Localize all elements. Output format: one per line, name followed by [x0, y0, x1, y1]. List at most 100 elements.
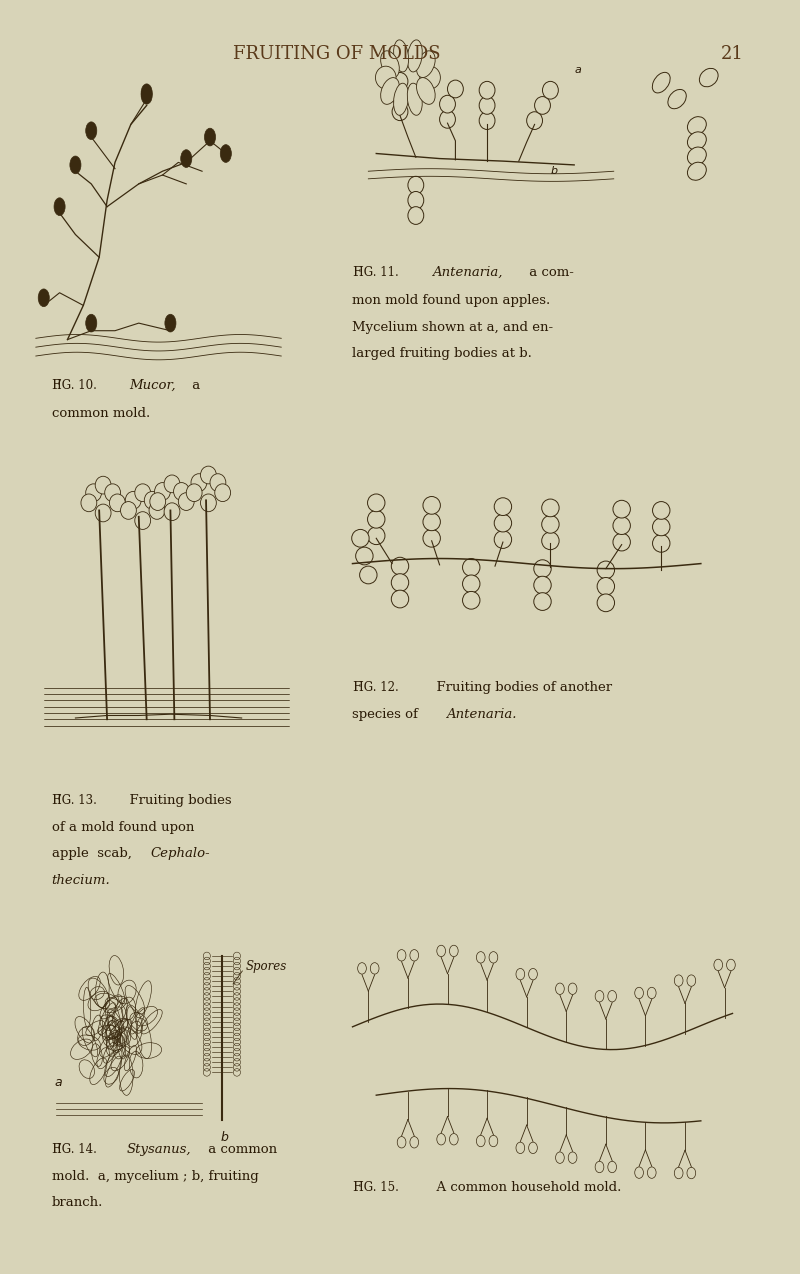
Text: species of: species of — [353, 708, 422, 721]
Ellipse shape — [150, 493, 166, 511]
Text: IG. 12.: IG. 12. — [359, 682, 398, 694]
Circle shape — [141, 84, 152, 102]
Text: a: a — [54, 1077, 62, 1089]
Text: F: F — [353, 1181, 362, 1194]
Ellipse shape — [420, 66, 440, 89]
Text: a com-: a com- — [525, 266, 574, 279]
Ellipse shape — [178, 493, 194, 511]
Text: Fruiting bodies: Fruiting bodies — [122, 794, 232, 806]
Circle shape — [220, 145, 231, 162]
Ellipse shape — [356, 547, 373, 564]
Ellipse shape — [394, 83, 409, 115]
Ellipse shape — [597, 594, 614, 612]
Ellipse shape — [360, 566, 377, 583]
Ellipse shape — [687, 117, 706, 135]
Ellipse shape — [110, 494, 126, 512]
Ellipse shape — [479, 82, 495, 99]
Ellipse shape — [164, 503, 180, 521]
Text: mold.  a, mycelium ; b, fruiting: mold. a, mycelium ; b, fruiting — [52, 1170, 258, 1182]
Ellipse shape — [391, 573, 409, 591]
Text: of a mold found upon: of a mold found upon — [52, 820, 194, 833]
Text: Mycelium shown at a, and en-: Mycelium shown at a, and en- — [353, 321, 554, 334]
Ellipse shape — [95, 476, 111, 494]
Ellipse shape — [391, 557, 409, 575]
Ellipse shape — [201, 466, 216, 484]
Ellipse shape — [392, 88, 408, 106]
Ellipse shape — [613, 501, 630, 519]
Ellipse shape — [534, 97, 550, 115]
Ellipse shape — [149, 502, 165, 520]
Circle shape — [38, 289, 50, 307]
Text: b: b — [220, 1130, 228, 1144]
Text: apple  scab,: apple scab, — [52, 847, 136, 860]
Ellipse shape — [542, 82, 558, 99]
Ellipse shape — [367, 527, 385, 544]
Ellipse shape — [479, 97, 495, 115]
Ellipse shape — [494, 498, 512, 516]
Ellipse shape — [407, 39, 422, 71]
Text: Fruiting bodies of another: Fruiting bodies of another — [428, 682, 612, 694]
Ellipse shape — [381, 78, 399, 104]
Ellipse shape — [408, 191, 424, 209]
Ellipse shape — [542, 499, 559, 517]
Ellipse shape — [381, 51, 399, 78]
Ellipse shape — [174, 483, 190, 501]
Ellipse shape — [144, 492, 160, 510]
Ellipse shape — [392, 73, 408, 90]
Text: Spores: Spores — [246, 959, 287, 972]
Text: Stysanus,: Stysanus, — [127, 1143, 191, 1157]
Ellipse shape — [439, 96, 455, 113]
Ellipse shape — [126, 492, 141, 510]
Text: F: F — [52, 1143, 61, 1157]
Ellipse shape — [542, 516, 559, 534]
Ellipse shape — [86, 484, 102, 502]
Ellipse shape — [613, 534, 630, 550]
Ellipse shape — [534, 559, 551, 577]
Ellipse shape — [95, 505, 111, 522]
Ellipse shape — [201, 494, 216, 512]
Ellipse shape — [534, 592, 551, 610]
Ellipse shape — [494, 531, 512, 548]
Ellipse shape — [613, 517, 630, 535]
Ellipse shape — [367, 494, 385, 512]
Text: F: F — [52, 794, 61, 806]
Ellipse shape — [534, 576, 551, 594]
Ellipse shape — [210, 474, 226, 492]
Ellipse shape — [214, 484, 230, 502]
Ellipse shape — [597, 577, 614, 595]
Ellipse shape — [417, 51, 435, 78]
Text: F: F — [353, 682, 362, 694]
Ellipse shape — [352, 530, 369, 547]
Ellipse shape — [191, 474, 207, 492]
Text: IG. 15.: IG. 15. — [359, 1181, 398, 1194]
Ellipse shape — [423, 513, 440, 531]
Text: Antenaria,: Antenaria, — [432, 266, 502, 279]
Ellipse shape — [423, 530, 440, 547]
Ellipse shape — [367, 511, 385, 529]
Ellipse shape — [439, 111, 455, 129]
Circle shape — [141, 87, 152, 104]
Ellipse shape — [394, 39, 409, 71]
Text: Antenaria.: Antenaria. — [446, 708, 517, 721]
Circle shape — [165, 315, 176, 333]
Text: Cephalo-: Cephalo- — [150, 847, 210, 860]
Text: a: a — [574, 65, 582, 75]
Ellipse shape — [81, 494, 97, 512]
Text: IG. 14.: IG. 14. — [58, 1143, 97, 1157]
Circle shape — [86, 122, 97, 140]
Text: a common: a common — [204, 1143, 277, 1157]
Ellipse shape — [687, 147, 706, 166]
Text: b: b — [551, 166, 558, 176]
Text: larged fruiting bodies at b.: larged fruiting bodies at b. — [353, 347, 532, 361]
Ellipse shape — [408, 206, 424, 224]
Circle shape — [70, 155, 81, 173]
Text: mon mold found upon apples.: mon mold found upon apples. — [353, 294, 550, 307]
Ellipse shape — [494, 515, 512, 533]
Ellipse shape — [164, 475, 180, 493]
Text: thecium.: thecium. — [52, 874, 110, 887]
Circle shape — [181, 150, 192, 167]
Circle shape — [205, 129, 215, 147]
Ellipse shape — [526, 112, 542, 130]
Text: common mold.: common mold. — [52, 406, 150, 419]
Ellipse shape — [479, 112, 495, 130]
